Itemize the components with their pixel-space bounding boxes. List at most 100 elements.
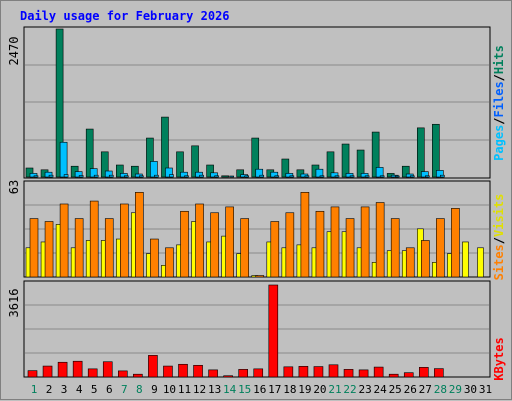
day-label-28: 28 <box>434 383 447 396</box>
day-label-11: 11 <box>178 383 191 396</box>
bar-sites-day-26 <box>405 247 415 278</box>
bar-pages-day-15 <box>244 175 249 178</box>
bar-hits-day-15 <box>236 169 244 178</box>
bar-kbytes-day-23 <box>358 369 369 378</box>
bar-sites-day-20 <box>315 210 325 278</box>
bar-files-day-2 <box>44 171 53 178</box>
bar-sites-day-7 <box>120 203 129 278</box>
bar-kbytes-day-27 <box>418 367 429 378</box>
legend-kbytes: KBytes <box>492 337 506 380</box>
gridlines <box>25 64 489 354</box>
bar-sites-day-11 <box>180 210 189 278</box>
bar-kbytes-day-6 <box>102 361 113 378</box>
bar-hits-day-5 <box>85 128 94 178</box>
day-label-16: 16 <box>253 383 266 396</box>
ymax-label-sites: 63 <box>7 180 21 194</box>
bar-sites-day-4 <box>74 218 84 278</box>
bar-files-day-3 <box>59 141 68 178</box>
bar-pages-day-5 <box>93 174 99 178</box>
day-label-19: 19 <box>298 383 311 396</box>
day-label-13: 13 <box>208 383 221 396</box>
day-label-25: 25 <box>389 383 402 396</box>
bar-hits-day-3 <box>55 28 64 178</box>
bar-files-day-12 <box>195 171 203 178</box>
day-label-23: 23 <box>358 383 371 396</box>
bar-sites-day-10 <box>165 247 174 278</box>
bar-files-day-21 <box>330 172 339 178</box>
bar-kbytes-day-28 <box>434 368 444 378</box>
bar-pages-day-7 <box>124 175 129 178</box>
bar-hits-day-6 <box>100 151 109 178</box>
legend-sep-2: / <box>492 74 506 81</box>
day-label-27: 27 <box>419 383 432 396</box>
bar-kbytes-day-26 <box>403 372 414 378</box>
bar-hits-day-16 <box>251 137 260 178</box>
bar-hits-day-1 <box>25 167 34 178</box>
bar-sites-day-28 <box>436 218 445 278</box>
bar-kbytes-day-8 <box>133 373 143 378</box>
bar-sites-day-21 <box>330 206 340 278</box>
day-label-6: 6 <box>106 383 113 396</box>
bar-kbytes-day-19 <box>298 366 309 378</box>
bar-visits-day-30 <box>462 241 469 278</box>
bar-kbytes-day-18 <box>283 366 294 378</box>
day-label-7: 7 <box>121 383 128 396</box>
legend-hits: Hits <box>492 45 506 74</box>
bar-pages-day-2 <box>48 174 54 178</box>
bar-sites-day-23 <box>360 206 370 278</box>
bar-pages-day-8 <box>139 175 144 178</box>
bar-hits-day-23 <box>356 149 365 178</box>
bar-pages-day-24 <box>379 175 385 178</box>
bar-kbytes-day-13 <box>208 369 218 378</box>
bar-pages-day-13 <box>214 175 219 178</box>
bar-sites-day-17 <box>270 221 280 278</box>
bar-hits-day-27 <box>416 127 425 178</box>
bar-hits-day-18 <box>281 158 290 178</box>
bar-sites-day-16 <box>255 275 265 278</box>
bar-hits-day-11 <box>176 151 184 178</box>
bar-hits-day-8 <box>131 165 139 178</box>
day-label-12: 12 <box>193 383 206 396</box>
bar-sites-day-3 <box>59 203 69 278</box>
bar-pages-day-14 <box>229 175 234 178</box>
bar-kbytes-day-17 <box>268 284 279 378</box>
bar-files-day-22 <box>345 173 354 178</box>
legend-sites: Sites <box>492 244 506 280</box>
bar-kbytes-day-1 <box>27 370 38 378</box>
bar-kbytes-day-3 <box>57 361 68 378</box>
bar-pages-day-9 <box>154 174 159 178</box>
day-label-2: 2 <box>46 383 53 396</box>
bars-sites-visits <box>25 192 484 278</box>
bar-kbytes-day-5 <box>87 368 98 378</box>
bar-kbytes-day-14 <box>223 375 233 378</box>
bar-sites-day-12 <box>195 203 204 278</box>
bar-files-day-23 <box>360 173 369 178</box>
bar-files-day-24 <box>375 167 384 178</box>
bar-kbytes-day-22 <box>343 369 354 378</box>
bar-kbytes-day-21 <box>328 364 339 378</box>
bar-sites-day-27 <box>420 240 430 278</box>
bar-sites-day-25 <box>390 218 400 278</box>
day-label-22: 22 <box>343 383 356 396</box>
day-labels: 1 2 3 4 5 6 7 8 9 10 11 12 13 14 15 16 17 18 19 20 21 22 23 24 2… <box>31 383 492 396</box>
bar-files-day-6 <box>104 170 113 178</box>
bar-kbytes-day-24 <box>373 366 384 378</box>
bar-hits-day-14 <box>221 175 229 178</box>
bar-pages-day-12 <box>199 174 204 178</box>
bar-pages-day-19 <box>304 175 310 178</box>
bar-hits-day-28 <box>432 123 440 178</box>
bar-pages-day-17 <box>274 175 280 178</box>
bar-files-day-9 <box>150 161 158 178</box>
bar-sites-day-18 <box>285 212 295 278</box>
bar-kbytes-day-20 <box>313 366 324 378</box>
bar-hits-day-19 <box>296 169 305 178</box>
bar-kbytes-day-2 <box>42 365 53 378</box>
bar-files-day-1 <box>29 173 38 178</box>
day-label-10: 10 <box>163 383 176 396</box>
day-label-18: 18 <box>283 383 296 396</box>
bar-pages-day-21 <box>334 175 340 178</box>
bar-files-day-4 <box>74 171 83 178</box>
day-label-1: 1 <box>31 383 38 396</box>
bar-pages-day-11 <box>184 175 189 178</box>
bar-kbytes-day-12 <box>193 364 203 378</box>
